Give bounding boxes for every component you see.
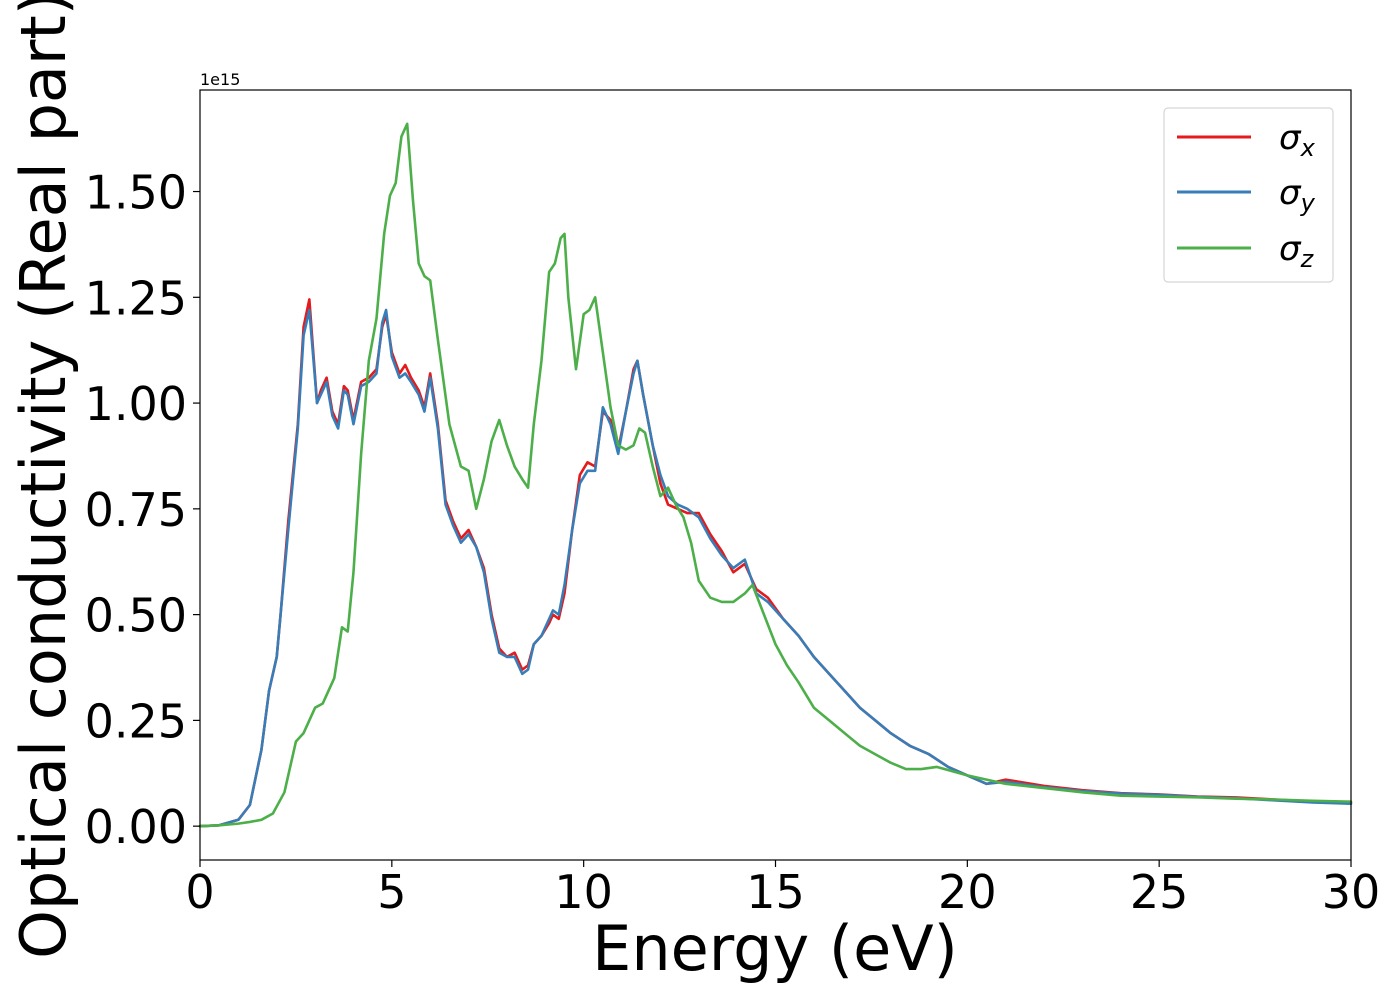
series-line-σy bbox=[198, 308, 1353, 828]
x-tick-label: 15 bbox=[746, 865, 805, 919]
y-tick-label: 0.50 bbox=[85, 589, 187, 643]
legend-frame bbox=[1163, 107, 1334, 283]
series-group bbox=[198, 122, 1353, 828]
legend-label: σz bbox=[1279, 229, 1315, 273]
legend-label: σy bbox=[1279, 173, 1316, 217]
y-axis-label: Optical conductivity (Real part) bbox=[7, 0, 80, 959]
legend-label: σx bbox=[1279, 118, 1316, 162]
y-tick-label: 0.75 bbox=[85, 483, 187, 537]
y-offset-text: 1e15 bbox=[200, 70, 240, 89]
y-axis: 0.00 0.25 0.50 0.75 1.00 1.25 1.50 bbox=[85, 166, 200, 854]
y-tick-label: 1.50 bbox=[85, 166, 187, 220]
x-tick-label: 10 bbox=[554, 865, 613, 919]
y-tick-label: 1.25 bbox=[85, 271, 187, 325]
x-tick-label: 0 bbox=[185, 865, 214, 919]
x-tick-label: 25 bbox=[1130, 865, 1189, 919]
y-tick-label: 0.00 bbox=[85, 800, 187, 854]
y-tick-label: 1.00 bbox=[85, 377, 187, 431]
series-line-σz bbox=[198, 122, 1353, 828]
plot-background bbox=[200, 90, 1351, 860]
legend: σx σy σz bbox=[1163, 107, 1334, 283]
x-tick-label: 20 bbox=[938, 865, 997, 919]
x-axis-label: Energy (eV) bbox=[592, 912, 958, 985]
x-tick-label: 30 bbox=[1322, 865, 1381, 919]
y-tick-label: 0.25 bbox=[85, 694, 187, 748]
x-tick-label: 5 bbox=[377, 865, 406, 919]
x-axis: 0 5 10 15 20 25 30 bbox=[185, 860, 1380, 919]
